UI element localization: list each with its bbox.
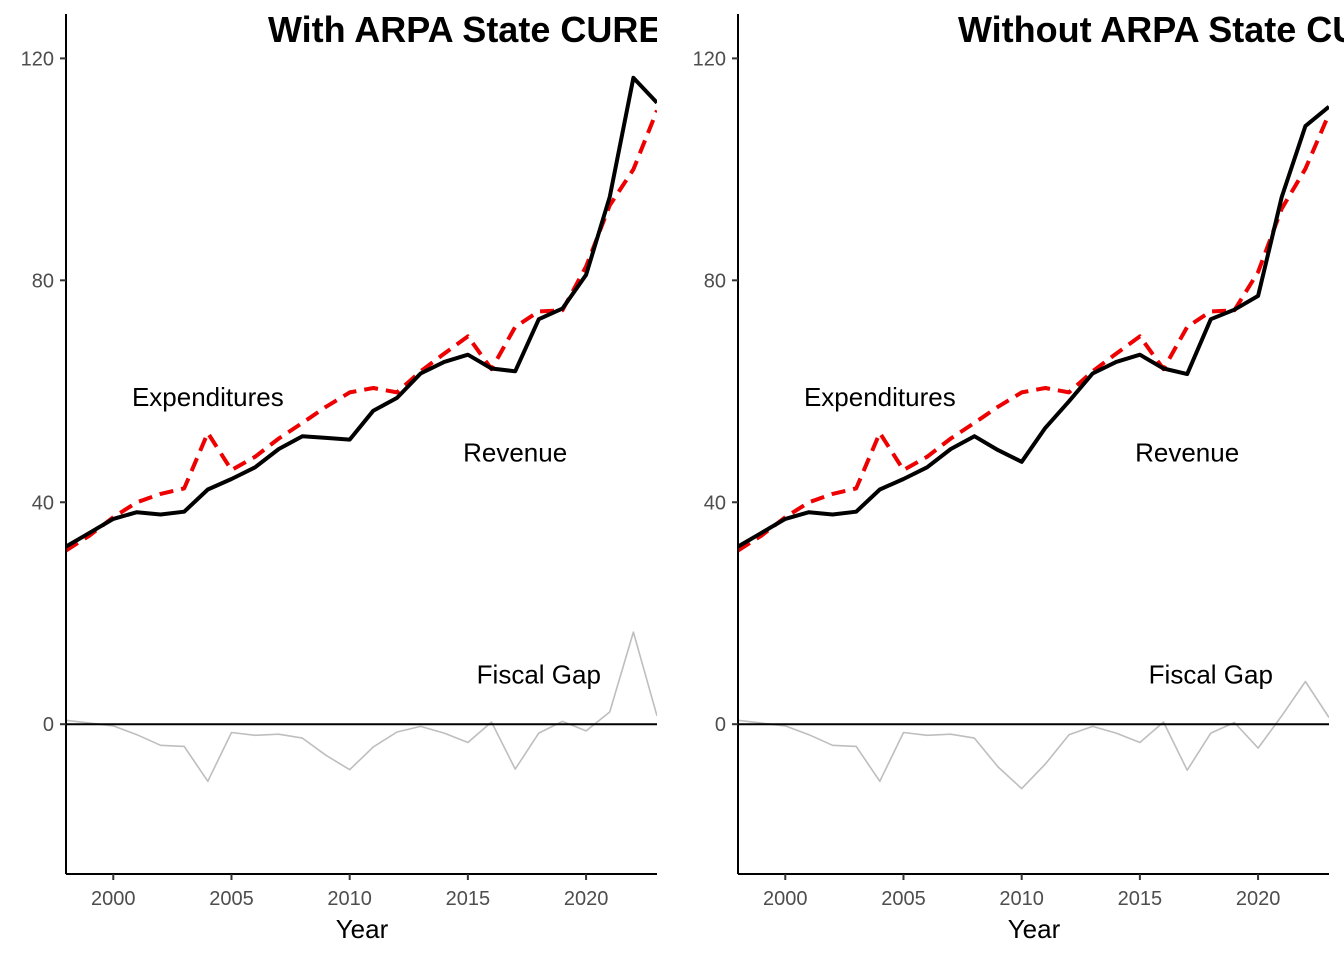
fiscal-gap-line (66, 631, 657, 783)
expenditures-line (66, 109, 657, 553)
x-tick-label: 2000 (91, 888, 136, 910)
annotation-fiscal-gap: Fiscal Gap (1149, 659, 1273, 689)
panel-without-arpa: 0 40 80 120 2000 2005 2010 2015 2020 Expenditur… (693, 9, 1344, 944)
x-tick-label: 2005 (881, 888, 926, 910)
y-tick-label: 40 (704, 492, 726, 514)
expenditures-line (738, 113, 1329, 553)
x-tick-label: 2010 (999, 888, 1044, 910)
x-ticks: 2000 2005 2010 2015 2020 (91, 874, 608, 910)
annotation-revenue: Revenue (1135, 437, 1239, 467)
panel-title: Without ARPA State CURE (958, 9, 1344, 50)
y-tick-label: 80 (32, 270, 54, 292)
x-tick-label: 2015 (446, 888, 491, 910)
annotation-expenditures: Expenditures (804, 382, 956, 412)
x-axis-title: Year (1008, 914, 1061, 944)
y-ticks: 0 40 80 120 (693, 48, 738, 736)
panel-with-arpa: 0 40 80 120 2000 2005 2010 2015 2020 Expenditur… (21, 9, 662, 944)
panel-title: With ARPA State CURE (268, 9, 662, 50)
y-tick-label: 40 (32, 492, 54, 514)
fiscal-gap-line (738, 680, 1329, 790)
x-tick-label: 2020 (1236, 888, 1281, 910)
y-tick-label: 0 (715, 714, 726, 736)
x-axis-title: Year (336, 914, 389, 944)
y-tick-label: 120 (693, 48, 726, 70)
annotations: Expenditures Revenue Fiscal Gap (804, 382, 1273, 689)
annotations: Expenditures Revenue Fiscal Gap (132, 382, 601, 689)
revenue-line (66, 75, 657, 549)
y-tick-label: 80 (704, 270, 726, 292)
x-tick-label: 2020 (564, 888, 609, 910)
annotation-revenue: Revenue (463, 437, 567, 467)
x-tick-label: 2000 (763, 888, 808, 910)
x-tick-label: 2005 (209, 888, 254, 910)
x-ticks: 2000 2005 2010 2015 2020 (763, 874, 1280, 910)
y-tick-label: 0 (43, 714, 54, 736)
y-ticks: 0 40 80 120 (21, 48, 66, 736)
annotation-expenditures: Expenditures (132, 382, 284, 412)
y-tick-label: 120 (21, 48, 54, 70)
annotation-fiscal-gap: Fiscal Gap (477, 659, 601, 689)
revenue-line (738, 105, 1329, 549)
x-tick-label: 2010 (327, 888, 372, 910)
x-tick-label: 2015 (1118, 888, 1163, 910)
